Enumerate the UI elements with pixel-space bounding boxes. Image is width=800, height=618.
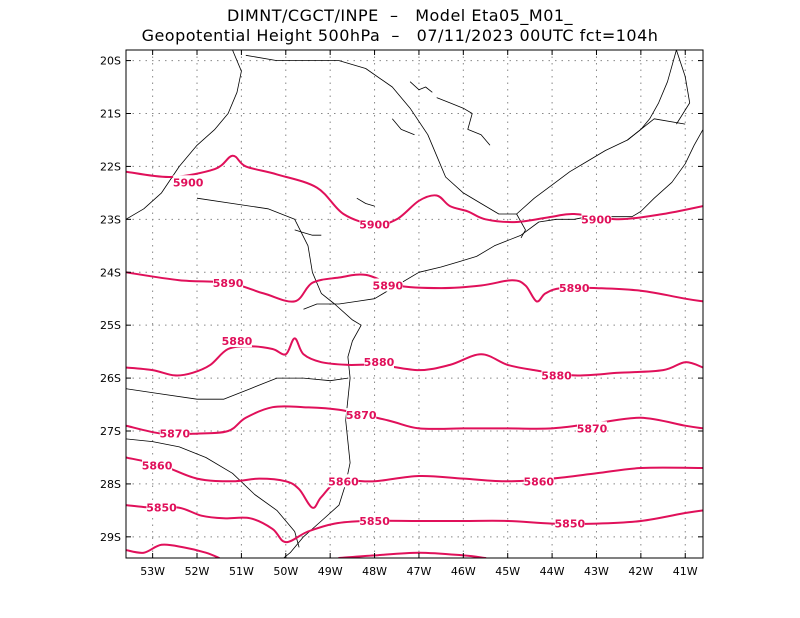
border-rj-mg-2 xyxy=(627,118,686,141)
lat-tick-label: 24S xyxy=(100,266,121,279)
border-mg-es xyxy=(676,50,691,125)
reservoir-1 xyxy=(436,97,491,146)
contour-label-5880: 5880 xyxy=(222,335,253,348)
chart-title-line1: DIMNT/CGCT/INPE – Model Eta05_M01_ xyxy=(226,6,574,25)
lat-tick-label: 26S xyxy=(100,372,121,385)
longitude-axis: 53W 52W 51W 50W 49W 48W 47W 46W 45W 44W 43W 42W 41W xyxy=(140,50,698,578)
lon-tick-label: 47W xyxy=(407,565,432,578)
contour-label-5890: 5890 xyxy=(559,282,590,295)
contour-label-5900: 5900 xyxy=(173,176,204,189)
lon-tick-label: 50W xyxy=(273,565,298,578)
contour-5880 xyxy=(126,337,703,377)
contour-label-bg xyxy=(213,275,244,289)
contour-label-bg xyxy=(173,175,204,189)
lat-tick-label: 21S xyxy=(100,108,121,121)
contour-label-5890: 5890 xyxy=(373,279,404,292)
contour-label-5890: 5890 xyxy=(213,277,244,290)
lat-tick-label: 28S xyxy=(100,478,121,491)
contour-label-bg xyxy=(372,278,403,292)
lon-tick-label: 45W xyxy=(495,565,520,578)
coastline-pr-sc xyxy=(283,325,362,558)
contour-label-bg xyxy=(359,513,390,527)
contour-label-bg xyxy=(142,458,173,472)
contour-label-bg xyxy=(581,212,612,226)
latitude-axis: 20S 21S 22S 23S 24S 25S 26S 27S 28S 29S xyxy=(100,55,703,544)
contour-label-bg xyxy=(559,281,590,295)
reservoir-2 xyxy=(409,81,433,93)
contour-label-5880: 5880 xyxy=(541,369,572,382)
lon-tick-label: 52W xyxy=(185,565,210,578)
contour-label-5870: 5870 xyxy=(346,409,377,422)
contour-labels: 5900 5900 5900 5890 5890 5890 5880 5880 5880 5870… xyxy=(142,175,612,531)
contour-label-bg xyxy=(577,421,608,435)
contour-label-5860: 5860 xyxy=(328,475,359,488)
contour-5900 xyxy=(126,154,703,226)
contour-label-bg xyxy=(346,408,377,422)
lon-tick-label: 49W xyxy=(318,565,343,578)
contour-5840 xyxy=(126,543,221,558)
contour-lines xyxy=(126,154,703,558)
lat-tick-label: 20S xyxy=(100,55,121,68)
contour-5890 xyxy=(126,271,703,303)
lon-tick-label: 51W xyxy=(229,565,254,578)
contour-label-5850: 5850 xyxy=(555,518,586,531)
contour-5840 xyxy=(338,551,487,558)
contour-5860 xyxy=(126,456,703,509)
reservoir-4 xyxy=(294,229,322,236)
contour-label-bg xyxy=(363,355,394,369)
contour-label-bg xyxy=(541,368,572,382)
lon-tick-label: 46W xyxy=(451,565,476,578)
lat-tick-label: 23S xyxy=(100,213,121,226)
plot-frame xyxy=(125,49,704,559)
lat-tick-label: 27S xyxy=(100,425,121,438)
lon-tick-label: 41W xyxy=(673,565,698,578)
contour-label-bg xyxy=(146,500,177,514)
contour-label-5900: 5900 xyxy=(581,213,612,226)
border-rj-sp xyxy=(516,213,526,239)
coastline-sp-rj xyxy=(303,129,703,310)
gridlines xyxy=(126,50,703,558)
contour-label-bg xyxy=(159,426,190,440)
map-features xyxy=(126,50,703,558)
contour-label-5860: 5860 xyxy=(142,459,173,472)
border-sp-pr xyxy=(196,197,362,326)
contour-label-bg xyxy=(328,474,359,488)
lon-tick-label: 43W xyxy=(584,565,609,578)
lon-tick-label: 42W xyxy=(628,565,653,578)
contour-label-5860: 5860 xyxy=(523,475,554,488)
contour-label-5880: 5880 xyxy=(364,356,395,369)
contour-label-bg xyxy=(554,516,585,530)
border-pr-sc xyxy=(126,377,348,400)
border-sp-mg xyxy=(245,50,677,215)
border-sc-rs xyxy=(126,438,300,548)
contour-label-bg xyxy=(221,334,252,348)
reservoir-5 xyxy=(356,197,375,207)
contour-label-5870: 5870 xyxy=(577,422,608,435)
contour-label-5850: 5850 xyxy=(146,502,177,515)
border-ms-sp xyxy=(126,50,242,220)
contour-5870 xyxy=(126,405,703,436)
lon-tick-label: 53W xyxy=(140,565,165,578)
lat-tick-label: 29S xyxy=(100,531,121,544)
contour-label-bg xyxy=(359,217,390,231)
contour-label-5900: 5900 xyxy=(359,219,390,232)
lon-tick-label: 44W xyxy=(540,565,565,578)
reservoir-3 xyxy=(391,118,415,136)
contour-label-5870: 5870 xyxy=(160,428,191,441)
lon-tick-label: 48W xyxy=(362,565,387,578)
lat-tick-label: 22S xyxy=(100,160,121,173)
chart-title-line2: Geopotential Height 500hPa – 07/11/2023 … xyxy=(141,26,659,45)
contour-5850 xyxy=(126,504,703,544)
contour-label-bg xyxy=(523,474,554,488)
lat-tick-label: 25S xyxy=(100,319,121,332)
contour-label-5850: 5850 xyxy=(359,515,390,528)
